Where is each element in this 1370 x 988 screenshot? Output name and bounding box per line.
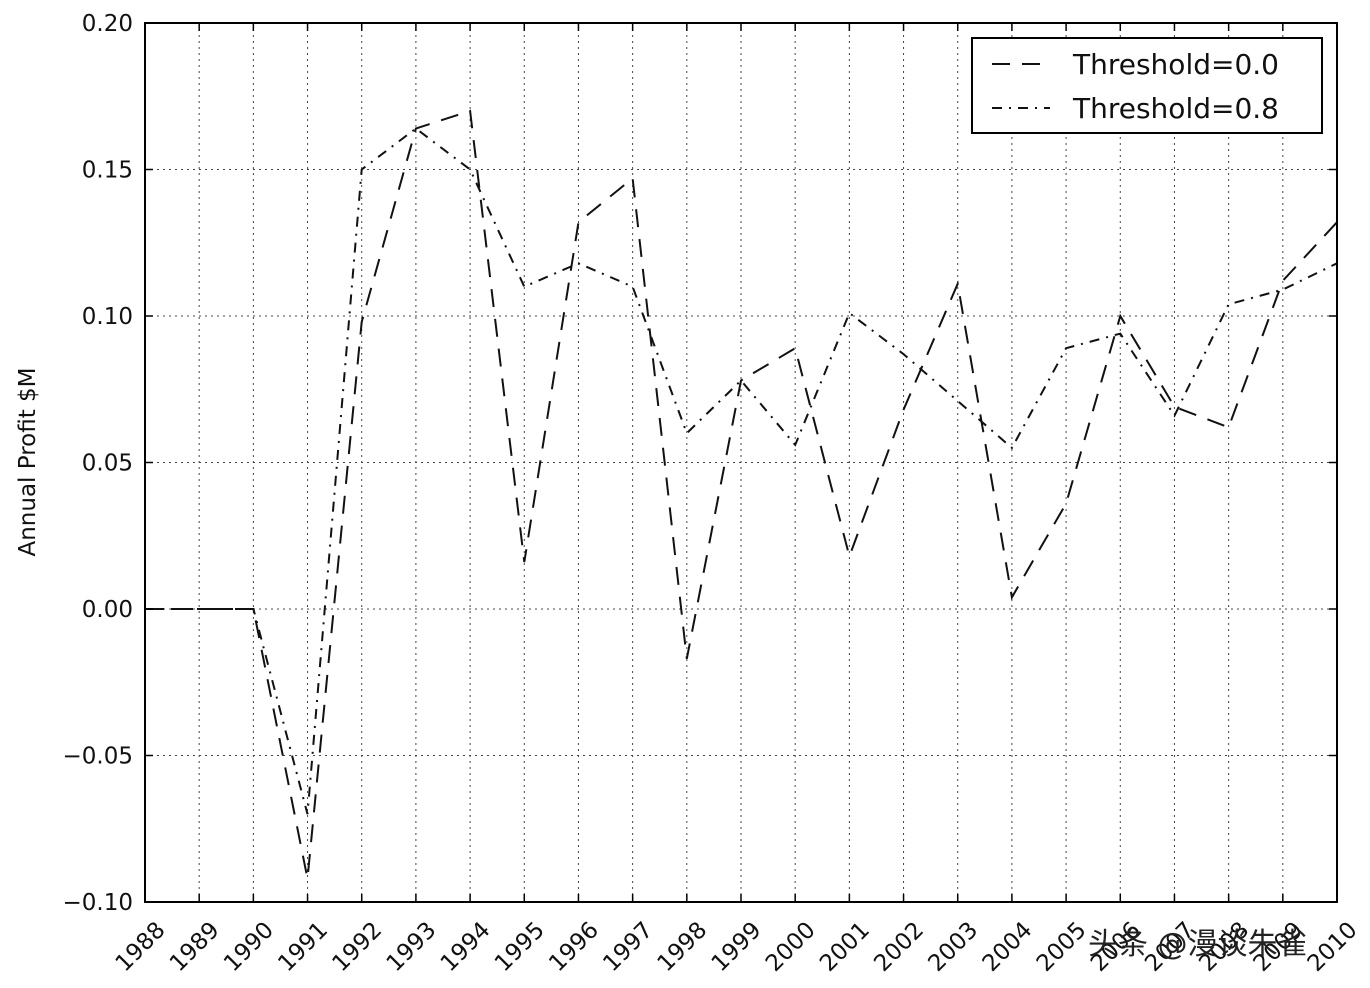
x-tick-label: 1990 xyxy=(219,917,279,977)
legend-label-2: Threshold=0.8 xyxy=(1072,92,1279,125)
y-tick-label: −0.10 xyxy=(63,890,133,916)
x-tick-label: 2004 xyxy=(978,917,1038,977)
legend-label-1: Threshold=0.0 xyxy=(1072,48,1279,81)
x-tick-label: 2000 xyxy=(761,917,821,977)
x-tick-label: 1995 xyxy=(490,917,550,977)
y-tick-label: 0.00 xyxy=(82,597,133,623)
y-tick-label: 0.20 xyxy=(82,11,133,37)
y-tick-label: 0.05 xyxy=(82,451,133,477)
x-tick-label: 1999 xyxy=(707,917,767,977)
y-tick-label: −0.05 xyxy=(63,744,133,770)
y-tick-label: 0.15 xyxy=(82,158,133,184)
y-tick-label: 0.10 xyxy=(82,304,133,330)
y-axis: −0.10 −0.05 0.00 0.05 0.10 0.15 0.20 xyxy=(63,11,1337,916)
legend-box xyxy=(971,37,1323,134)
x-tick-label: 1989 xyxy=(165,917,225,977)
y-axis-label: Annual Profit $M xyxy=(15,367,41,556)
x-tick-label: 2010 xyxy=(1303,917,1363,977)
x-tick-label: 1994 xyxy=(436,917,496,977)
x-tick-label: 2005 xyxy=(1032,917,1092,977)
x-tick-label: 1992 xyxy=(327,917,387,977)
watermark-text: 头条 @漫谈朱雀 xyxy=(1088,927,1308,962)
series-line-1 xyxy=(145,109,1338,879)
x-tick-label: 1998 xyxy=(653,917,713,977)
legend: Threshold=0.0 Threshold=0.8 xyxy=(971,37,1323,134)
x-tick-label: 1991 xyxy=(273,917,333,977)
x-tick-label: 1993 xyxy=(382,917,442,977)
grid-lines xyxy=(145,23,1337,902)
x-tick-label: 2002 xyxy=(869,917,929,977)
series-group xyxy=(145,109,1338,879)
x-tick-label: 1988 xyxy=(111,917,171,977)
x-tick-label: 2003 xyxy=(924,917,984,977)
x-tick-label: 2001 xyxy=(815,917,875,977)
x-tick-label: 1996 xyxy=(544,917,604,977)
x-tick-label: 1997 xyxy=(598,917,658,977)
